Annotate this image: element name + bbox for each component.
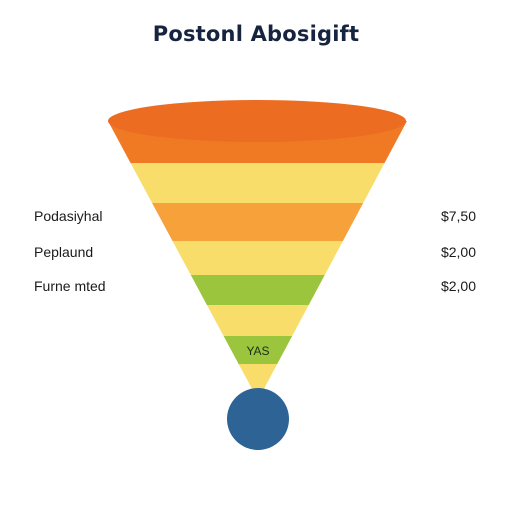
stage-label-1: Podasiyhal	[34, 208, 103, 224]
stage-value-1: $7,50	[440, 208, 476, 224]
stage-label-2: Peplaund	[34, 244, 94, 260]
funnel-tag: YAS	[246, 344, 269, 358]
stage-value-2: $2,00	[440, 244, 476, 260]
stage-value-3: $2,00	[440, 278, 476, 294]
funnel-base-circle	[227, 388, 289, 450]
funnel-band-yellow-3	[108, 305, 407, 336]
funnel-band-yellow-1	[108, 163, 407, 203]
funnel-top-rim	[108, 100, 406, 142]
stage-label-3: Furne mted	[34, 278, 106, 294]
page-title: Postonl Abosigift	[152, 22, 360, 46]
